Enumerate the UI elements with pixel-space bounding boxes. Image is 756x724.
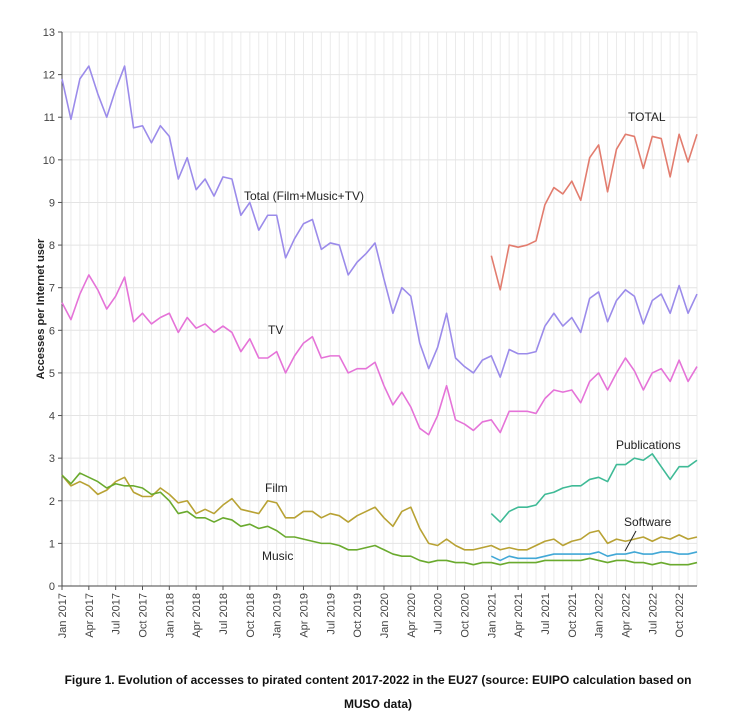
y-tick-label: 13 (43, 27, 55, 39)
y-tick-label: 5 (49, 368, 55, 380)
x-tick-label: Apr 2019 (298, 593, 310, 638)
x-tick-label: Jan 2022 (594, 593, 606, 638)
x-tick-label: Jan 2018 (164, 593, 176, 638)
caption-line-2: MUSO data) (343, 697, 412, 711)
series-label-publications: Publications (616, 438, 681, 452)
x-tick-label: Apr 2018 (191, 593, 203, 638)
x-tick-label: Oct 2017 (137, 593, 149, 638)
gridlines (61, 31, 698, 587)
series-label-software: Software (624, 515, 672, 529)
caption-line-1: Figure 1. Evolution of accesses to pirat… (64, 673, 692, 687)
y-tick-label: 2 (49, 496, 55, 508)
figure-caption: Figure 1. Evolution of accesses to pirat… (20, 668, 736, 716)
x-tick-label: Oct 2019 (352, 593, 364, 638)
x-tick-label: Oct 2021 (567, 593, 579, 638)
series-lines (61, 65, 698, 566)
x-tick-label: Jul 2018 (218, 593, 230, 635)
axes (61, 32, 697, 587)
series-label-film: Film (265, 481, 288, 495)
y-tick-label: 10 (43, 155, 55, 167)
x-tick-label: Jul 2019 (325, 593, 337, 635)
x-tick-label: Jul 2017 (111, 593, 123, 635)
x-tick-label: Jul 2022 (647, 593, 659, 635)
series-line-total-film-music-tv (61, 65, 698, 378)
series-label-tv: TV (268, 323, 283, 337)
software-label-pointer (624, 530, 637, 552)
x-tick-label: Jul 2021 (540, 593, 552, 635)
series-line-music (61, 472, 698, 566)
y-tick-label: 11 (44, 112, 55, 124)
x-tick-label: Jan 2021 (486, 593, 498, 638)
y-tick-label: 3 (49, 453, 55, 465)
series-line-film (61, 474, 698, 551)
y-tick-label: 12 (43, 70, 55, 82)
x-tick-label: Jan 2019 (272, 593, 284, 638)
y-tick-label: 7 (49, 283, 55, 295)
y-tick-label: 9 (49, 197, 55, 209)
x-tick-label: Jan 2017 (57, 593, 69, 638)
x-tick-label: Apr 2021 (513, 593, 525, 638)
series-line-total (490, 133, 698, 291)
x-axis-ticks: Jan 2017 Apr 2017 Jul 2017 Oct 2017 Jan 2018… (57, 586, 686, 638)
x-tick-label: Oct 2018 (245, 593, 257, 638)
series-labels: Total (Film+Music+TV) TV Film Music TOTAL Pub… (244, 110, 681, 563)
series-label-music: Music (262, 549, 293, 563)
series-label-total: TOTAL (628, 110, 666, 124)
y-tick-label: 1 (49, 538, 55, 550)
series-line-software (490, 551, 698, 562)
series-line-tv (61, 274, 698, 436)
series-line-publications (490, 453, 698, 523)
x-tick-label: Jul 2020 (433, 593, 445, 635)
x-tick-label: Apr 2022 (620, 593, 632, 638)
x-tick-label: Oct 2020 (459, 593, 471, 638)
x-tick-label: Oct 2022 (674, 593, 686, 638)
x-tick-label: Apr 2020 (406, 593, 418, 638)
x-tick-label: Jan 2020 (379, 593, 391, 638)
y-tick-label: 4 (49, 411, 55, 423)
y-tick-label: 6 (49, 325, 55, 337)
y-tick-label: 8 (49, 240, 55, 252)
series-label-total-film-music-tv: Total (Film+Music+TV) (244, 189, 364, 203)
y-axis-title: Accesses per Internet user (35, 238, 47, 379)
x-tick-label: Apr 2017 (84, 593, 96, 638)
y-tick-label: 0 (49, 581, 55, 593)
